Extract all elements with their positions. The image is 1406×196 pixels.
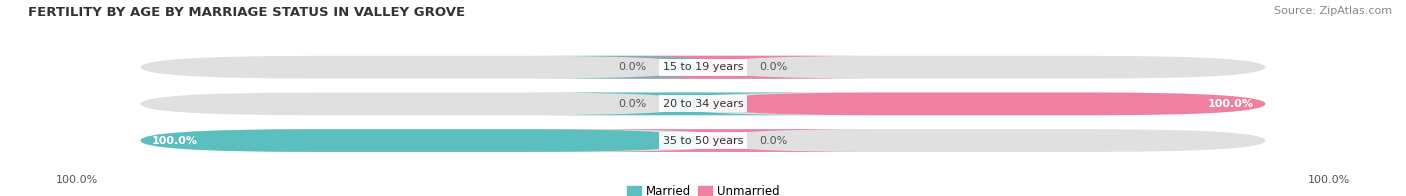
Text: FERTILITY BY AGE BY MARRIAGE STATUS IN VALLEY GROVE: FERTILITY BY AGE BY MARRIAGE STATUS IN V… xyxy=(28,6,465,19)
Text: 0.0%: 0.0% xyxy=(619,99,647,109)
Text: 100.0%: 100.0% xyxy=(152,136,198,146)
Text: 0.0%: 0.0% xyxy=(759,136,787,146)
FancyBboxPatch shape xyxy=(568,129,877,152)
Text: 100.0%: 100.0% xyxy=(56,175,98,185)
Text: 100.0%: 100.0% xyxy=(1208,99,1254,109)
Legend: Married, Unmarried: Married, Unmarried xyxy=(621,180,785,196)
FancyBboxPatch shape xyxy=(529,56,838,79)
Text: 20 to 34 years: 20 to 34 years xyxy=(662,99,744,109)
FancyBboxPatch shape xyxy=(568,56,877,79)
FancyBboxPatch shape xyxy=(141,56,1265,79)
Text: 0.0%: 0.0% xyxy=(759,62,787,72)
Text: 100.0%: 100.0% xyxy=(1308,175,1350,185)
FancyBboxPatch shape xyxy=(529,93,838,115)
FancyBboxPatch shape xyxy=(141,129,703,152)
Text: 15 to 19 years: 15 to 19 years xyxy=(662,62,744,72)
FancyBboxPatch shape xyxy=(703,93,1265,115)
FancyBboxPatch shape xyxy=(141,93,1265,115)
FancyBboxPatch shape xyxy=(141,129,1265,152)
Text: Source: ZipAtlas.com: Source: ZipAtlas.com xyxy=(1274,6,1392,16)
Text: 0.0%: 0.0% xyxy=(619,62,647,72)
Text: 35 to 50 years: 35 to 50 years xyxy=(662,136,744,146)
